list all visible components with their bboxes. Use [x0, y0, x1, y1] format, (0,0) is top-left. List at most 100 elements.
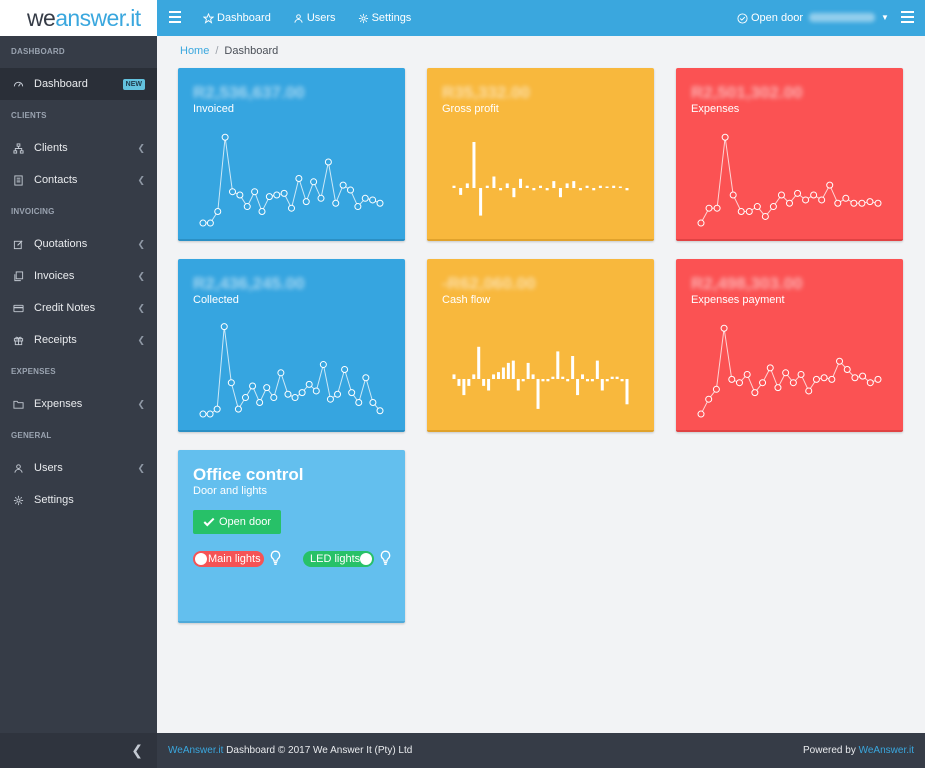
users-icon: [294, 13, 303, 23]
sparkline-point: [794, 189, 802, 197]
sparkline-point: [782, 369, 790, 377]
sparkline-point: [769, 203, 777, 211]
bar: [479, 188, 483, 216]
sparkline-point: [324, 158, 332, 166]
collected-sparkline: [199, 323, 384, 418]
bar: [610, 376, 614, 379]
sparkline-point: [243, 203, 251, 211]
sidebar-item-invoices[interactable]: Invoices ❮: [0, 260, 157, 292]
sparkline-point: [766, 364, 774, 372]
copy-icon: [13, 270, 33, 282]
sparkline-point: [874, 375, 882, 383]
bar: [472, 142, 476, 188]
bar: [546, 379, 550, 382]
sparkline-point: [705, 395, 713, 403]
top-open-door[interactable]: Open door: [737, 0, 803, 36]
footer-copyright: Dashboard © 2017 We Answer It (Pty) Ltd: [226, 745, 413, 756]
sidebar-item-dashboard[interactable]: Dashboard NEW: [0, 68, 157, 100]
menu-icon[interactable]: [901, 11, 914, 23]
caret-down-icon[interactable]: ▼: [881, 13, 889, 22]
bar: [625, 188, 629, 191]
sidebar-item-settings[interactable]: Settings: [0, 484, 157, 516]
open-door-button[interactable]: Open door: [193, 510, 281, 534]
footer-powered-by: Powered by: [803, 745, 856, 756]
sidebar-item-label: Users: [34, 462, 63, 474]
sidebar-item-contacts[interactable]: Contacts ❮: [0, 164, 157, 196]
sparkline-point: [206, 219, 214, 227]
sparkline-point: [334, 390, 342, 398]
sidebar-item-label: Clients: [34, 142, 68, 154]
sidebar-item-credit-notes[interactable]: Credit Notes ❮: [0, 292, 157, 324]
sidebar-item-label: Settings: [34, 494, 74, 506]
open-door-button-label: Open door: [219, 516, 271, 528]
gross-profit-card[interactable]: R35,332.00 Gross profit: [427, 68, 654, 241]
sparkline-path: [700, 137, 879, 224]
hamburger-menu-icon[interactable]: [169, 11, 181, 23]
top-nav-users-label: Users: [306, 12, 336, 24]
sidebar-item-users[interactable]: Users ❮: [0, 452, 157, 484]
footer-brand-link[interactable]: WeAnswer.it: [168, 745, 224, 756]
check-icon: [203, 517, 215, 527]
expenses-card[interactable]: R2,501,302.00 Expenses: [676, 68, 903, 241]
collected-card[interactable]: R2,436,245.00 Collected: [178, 259, 405, 432]
breadcrumb: Home / Dashboard: [180, 45, 278, 57]
sparkline-point: [850, 199, 858, 207]
sparkline-point: [270, 394, 278, 402]
chevron-left-icon: ❮: [137, 238, 145, 249]
bar: [590, 379, 594, 382]
sidebar-item-receipts[interactable]: Receipts ❮: [0, 324, 157, 356]
sidebar-item-clients[interactable]: Clients ❮: [0, 132, 157, 164]
gauge-icon: [13, 79, 33, 90]
bar: [452, 185, 456, 188]
bar: [496, 372, 500, 379]
bar: [467, 379, 471, 386]
bar: [552, 181, 556, 188]
bar: [571, 356, 575, 379]
invoiced-sparkline: [199, 133, 384, 227]
bar: [585, 379, 589, 382]
sparkline-point: [347, 186, 354, 194]
invoiced-label: Invoiced: [193, 103, 234, 115]
led-lights-toggle[interactable]: LED lights: [303, 551, 374, 567]
bar: [598, 185, 602, 188]
breadcrumb-home[interactable]: Home: [180, 45, 210, 57]
top-nav-settings[interactable]: Settings: [358, 12, 411, 24]
top-nav-users[interactable]: Users: [293, 12, 336, 24]
top-nav-dashboard[interactable]: Dashboard: [203, 12, 271, 24]
user-menu[interactable]: [809, 13, 875, 22]
sidebar-item-expenses[interactable]: Expenses ❮: [0, 388, 157, 420]
expenses-payment-card[interactable]: R2,498,303.00 Expenses payment: [676, 259, 903, 432]
bar: [506, 362, 510, 379]
sparkline-point: [820, 374, 828, 382]
sparkline-point: [789, 379, 797, 387]
sparkline-point: [273, 191, 281, 199]
sparkline-point: [251, 188, 259, 196]
toggle-knob: [195, 553, 207, 565]
expenses-payment-sparkline: [697, 324, 882, 418]
footer-powered-link[interactable]: WeAnswer.it: [858, 745, 914, 756]
bar: [539, 185, 542, 188]
bar: [545, 188, 549, 191]
office-control-card: Office control Door and lights Open door…: [178, 450, 405, 623]
sparkline-point: [221, 133, 229, 141]
led-lights-label: LED lights: [310, 553, 361, 565]
sparkline-point: [213, 405, 221, 413]
collapse-sidebar-icon[interactable]: ❮: [131, 742, 143, 758]
invoiced-card[interactable]: R2,536,637.00 Invoiced: [178, 68, 405, 241]
bar: [511, 360, 515, 379]
sparkline-point: [236, 191, 244, 199]
collected-amount: R2,436,245.00: [193, 274, 305, 293]
users-icon: [13, 463, 33, 474]
sparkline-point: [310, 178, 318, 186]
footer: WeAnswer.it Dashboard © 2017 We Answer I…: [157, 733, 925, 768]
cash-flow-card[interactable]: -R62,060.00 Cash flow: [427, 259, 654, 432]
logo[interactable]: we answer.it: [0, 0, 157, 36]
sidebar-item-label: Expenses: [34, 398, 83, 410]
gift-icon: [13, 335, 33, 346]
expenses-amount: R2,501,302.00: [691, 83, 803, 102]
sparkline-point: [866, 379, 874, 387]
main-lights-toggle[interactable]: Main lights: [193, 551, 264, 567]
sidebar-item-quotations[interactable]: Quotations ❮: [0, 228, 157, 260]
bar: [512, 188, 516, 198]
bar: [592, 188, 596, 191]
